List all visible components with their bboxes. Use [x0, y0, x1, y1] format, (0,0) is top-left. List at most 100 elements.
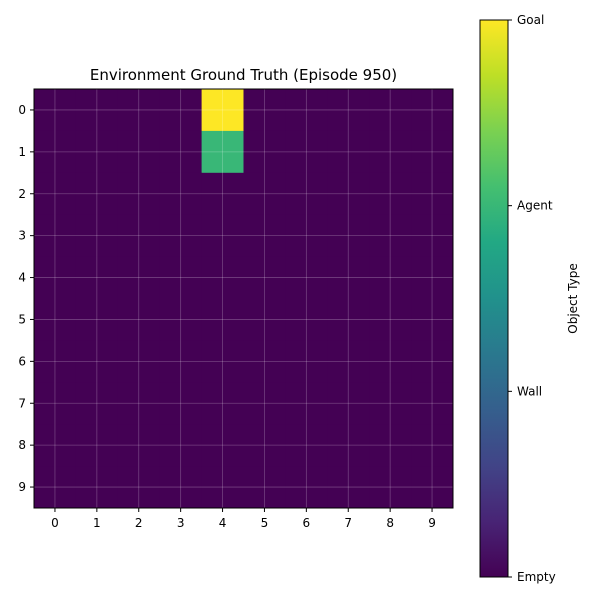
heatmap-cell [243, 382, 286, 425]
heatmap-cell [243, 172, 286, 216]
heatmap-cell [411, 382, 454, 425]
x-tick-label: 1 [93, 516, 101, 530]
heatmap-cell [369, 298, 412, 341]
heatmap-cell [285, 424, 328, 467]
heatmap-cell [117, 172, 161, 216]
heatmap-cell [201, 424, 244, 467]
heatmap-cell [285, 256, 328, 299]
heatmap-cell [159, 424, 203, 467]
heatmap-cell [34, 424, 77, 467]
heatmap-cell [327, 89, 370, 132]
heatmap-cell [285, 89, 328, 132]
heatmap-cell [117, 424, 161, 467]
heatmap-cell [159, 298, 203, 341]
heatmap-cell [117, 466, 161, 509]
y-tick-label: 8 [18, 438, 26, 452]
heatmap-cell [243, 214, 286, 258]
heatmap-cell [243, 424, 286, 467]
heatmap-cell [369, 340, 412, 383]
colorbar-tick-label: Empty [517, 570, 556, 584]
y-tick-label: 2 [18, 187, 26, 201]
heatmap-cell [411, 298, 454, 341]
heatmap-cell [411, 89, 454, 132]
heatmap-cell [201, 172, 244, 216]
heatmap-cell [285, 172, 328, 216]
heatmap-cell [159, 256, 203, 299]
y-tick-label: 7 [18, 396, 26, 410]
x-tick-label: 9 [428, 516, 436, 530]
colorbar-tick-label: Goal [517, 13, 544, 27]
y-axis: 0 1 2 3 4 5 6 7 8 9 [18, 103, 34, 494]
heatmap-cell [327, 382, 370, 425]
x-tick-label: 7 [344, 516, 352, 530]
heatmap-cell [327, 424, 370, 467]
heatmap-cell [117, 130, 161, 174]
heatmap-cell [243, 89, 286, 132]
heatmap-cell [327, 172, 370, 216]
heatmap-cell [285, 466, 328, 509]
heatmap-cell [411, 424, 454, 467]
heatmap-cell [327, 214, 370, 258]
heatmap-cell [201, 130, 244, 174]
heatmap-cell [201, 256, 244, 299]
heatmap-cell [369, 130, 412, 174]
heatmap-cell [369, 214, 412, 258]
heatmap-cell [34, 382, 77, 425]
heatmap-cell [75, 424, 119, 467]
y-tick-label: 6 [18, 354, 26, 368]
heatmap-cell [201, 466, 244, 509]
heatmap-cell [34, 214, 77, 258]
heatmap-cell [369, 256, 412, 299]
heatmap-cell [369, 424, 412, 467]
heatmap-cell [75, 256, 119, 299]
heatmap-cell [327, 298, 370, 341]
heatmap-cell [411, 172, 454, 216]
heatmap-cell [75, 382, 119, 425]
colorbar-tick-label: Agent [517, 199, 553, 213]
heatmap-cell [117, 214, 161, 258]
heatmap-cell [201, 214, 244, 258]
heatmap-cell [159, 382, 203, 425]
heatmap-cell [201, 382, 244, 425]
heatmap-cell [117, 298, 161, 341]
x-tick-label: 0 [51, 516, 59, 530]
x-tick-label: 5 [261, 516, 269, 530]
heatmap-cell [285, 298, 328, 341]
heatmap-cell [159, 89, 203, 132]
colorbar-tick-label: Wall [517, 384, 542, 398]
heatmap-cell [369, 382, 412, 425]
heatmap-cell [369, 172, 412, 216]
colorbar [479, 19, 509, 578]
heatmap-cell [327, 340, 370, 383]
heatmap-cell [411, 214, 454, 258]
y-tick-label: 3 [18, 229, 26, 243]
y-tick-label: 4 [18, 271, 26, 285]
heatmap-cell [285, 382, 328, 425]
heatmap-cell [75, 466, 119, 509]
heatmap-cell [285, 130, 328, 174]
heatmap-cell [75, 130, 119, 174]
heatmap-grid [34, 89, 453, 508]
colorbar-ticks: Empty Wall Agent Goal [508, 13, 556, 584]
heatmap-cell [327, 130, 370, 174]
heatmap-cell [159, 466, 203, 509]
heatmap-cell [34, 340, 77, 383]
heatmap-cell [75, 172, 119, 216]
heatmap-cell [159, 130, 203, 174]
heatmap-cell [411, 340, 454, 383]
heatmap-cell [369, 466, 412, 509]
heatmap-cell [34, 130, 77, 174]
heatmap-cell [75, 298, 119, 341]
x-axis: 0 1 2 3 4 5 6 7 8 9 [51, 508, 436, 530]
heatmap-cell [117, 340, 161, 383]
heatmap-cell [201, 298, 244, 341]
y-tick-label: 0 [18, 103, 26, 117]
x-tick-label: 2 [135, 516, 143, 530]
heatmap-cell [34, 466, 77, 509]
chart-title: Environment Ground Truth (Episode 950) [90, 66, 397, 84]
x-tick-label: 8 [386, 516, 394, 530]
heatmap-cell [34, 89, 77, 132]
heatmap-cell [201, 89, 244, 132]
y-tick-label: 1 [18, 145, 26, 159]
